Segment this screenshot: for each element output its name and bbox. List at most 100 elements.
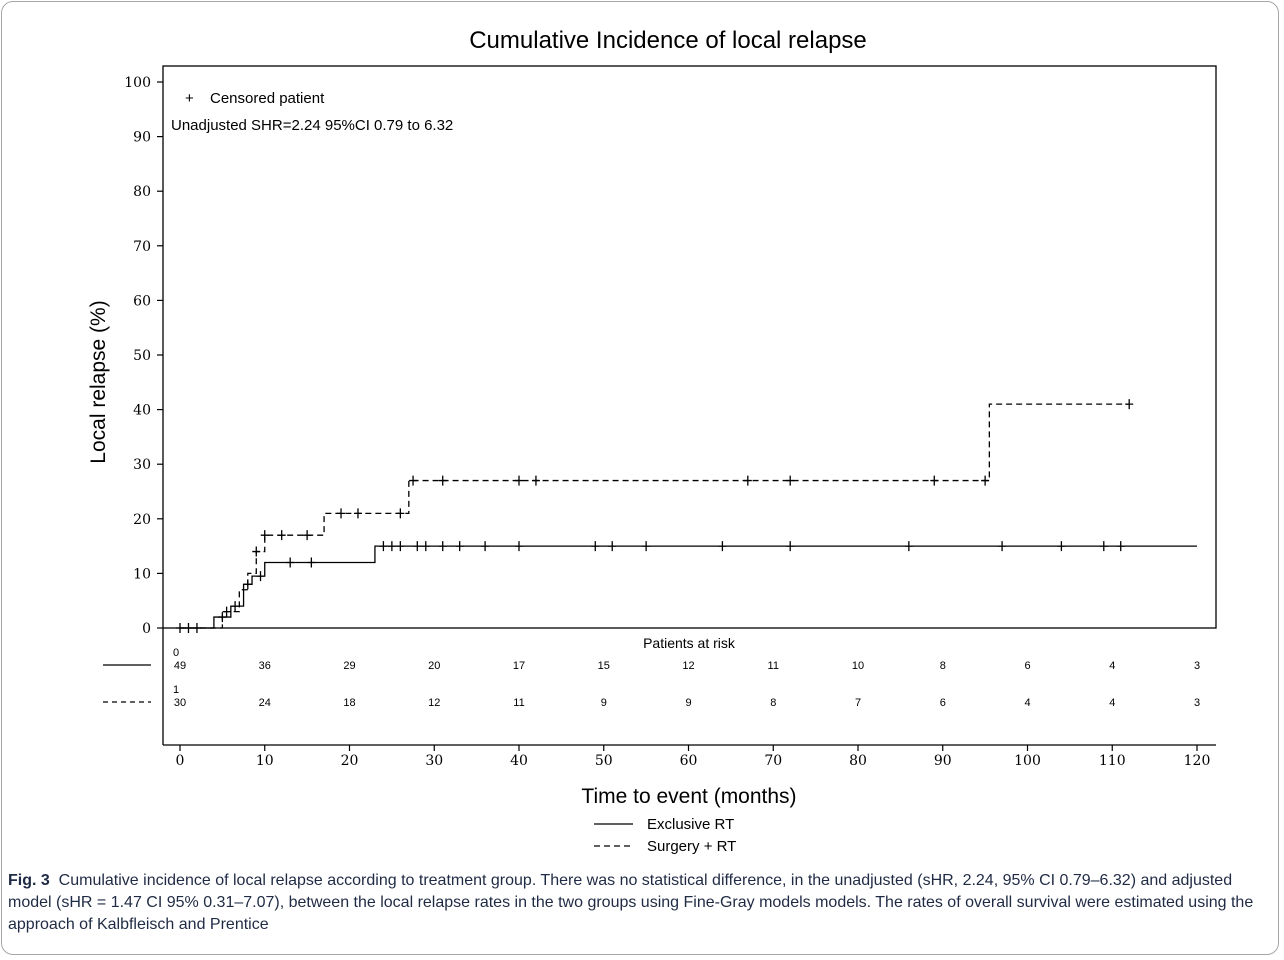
y-tick-label: 100 (124, 75, 151, 91)
y-axis-label: Local relapse (%) (87, 300, 110, 463)
x-tick-label: 40 (510, 753, 528, 769)
risk-group-code: 0 (173, 647, 179, 659)
censor-mark (481, 541, 490, 552)
censor-mark (930, 475, 939, 486)
censor-mark (438, 541, 447, 552)
risk-count: 7 (855, 697, 861, 709)
x-tick-label: 30 (425, 753, 443, 769)
x-axis-label: Time to event (months) (581, 785, 796, 808)
caption-text: Cumulative incidence of local relapse ac… (8, 872, 1254, 933)
chart-title: Cumulative Incidence of local relapse (469, 27, 867, 54)
risk-count: 12 (682, 660, 694, 672)
censor-mark (286, 557, 295, 568)
x-tick-label: 90 (934, 753, 952, 769)
censor-mark (608, 541, 617, 552)
censor-mark (1125, 399, 1134, 410)
series-line-2 (180, 403, 1130, 629)
series-layer (176, 399, 1197, 633)
y-tick-label: 80 (133, 184, 151, 200)
censor-mark (786, 541, 795, 552)
y-tick-label: 40 (133, 403, 151, 419)
risk-table-header: Patients at risk (643, 635, 736, 651)
risk-count: 9 (601, 697, 607, 709)
x-tick-label: 80 (849, 753, 867, 769)
risk-count: 3 (1194, 660, 1200, 672)
censor-legend-label: Censored patient (210, 90, 325, 107)
risk-count: 11 (768, 660, 779, 672)
censor-mark (413, 541, 422, 552)
x-axis: 0 10 20 30 40 50 60 70 80 90 100 110 120 (176, 745, 1211, 769)
x-tick-label: 20 (341, 753, 359, 769)
series-legend: Exclusive RT Surgery + RT (594, 816, 736, 855)
risk-count: 8 (940, 660, 946, 672)
censor-mark (277, 530, 286, 541)
censor-mark (1116, 541, 1125, 552)
x-tick-label: 70 (764, 753, 782, 769)
x-tick-label: 100 (1014, 753, 1041, 769)
censor-mark (786, 475, 795, 486)
x-tick-label: 0 (176, 753, 185, 769)
risk-count: 20 (428, 660, 440, 672)
risk-count: 24 (259, 697, 271, 709)
risk-count: 11 (513, 697, 524, 709)
censor-mark (981, 475, 990, 486)
y-tick-label: 30 (133, 457, 151, 473)
censor-legend: + Censored patient (185, 90, 325, 107)
x-tick-label: 10 (256, 753, 274, 769)
figure-caption: Fig. 3 Cumulative incidence of local rel… (8, 870, 1272, 936)
risk-count: 6 (940, 697, 946, 709)
censor-mark (421, 541, 430, 552)
censor-mark (998, 541, 1007, 552)
censor-mark (515, 541, 523, 552)
censor-mark (353, 508, 362, 519)
shr-annotation: Unadjusted SHR=2.24 95%CI 0.79 to 6.32 (171, 117, 453, 134)
risk-count: 29 (343, 660, 355, 672)
y-tick-label: 10 (133, 566, 151, 582)
risk-count: 49 (174, 660, 186, 672)
x-tick-label: 60 (680, 753, 698, 769)
risk-count: 3 (1194, 697, 1200, 709)
risk-table: Patients at risk 049 36 29 20 17 15 12 11 10 8 6 4 3… (103, 635, 1200, 709)
censor-mark (379, 541, 388, 552)
censor-mark (307, 557, 316, 568)
censor-mark (231, 601, 240, 612)
legend-label: Exclusive RT (647, 816, 734, 833)
legend-label: Surgery + RT (647, 838, 736, 855)
risk-group-code: 1 (173, 684, 179, 696)
censor-mark (438, 475, 447, 486)
censor-mark (222, 606, 231, 617)
risk-count: 15 (598, 660, 610, 672)
censor-mark (396, 541, 405, 552)
y-tick-label: 20 (133, 512, 151, 528)
risk-count: 6 (1024, 660, 1030, 672)
risk-count: 12 (428, 697, 440, 709)
censor-mark (387, 541, 396, 552)
censor-mark (1057, 541, 1066, 552)
censor-mark (743, 475, 752, 486)
censor-mark (409, 475, 418, 486)
censor-mark (642, 541, 651, 552)
censor-mark (303, 530, 312, 541)
censor-mark (396, 508, 405, 519)
plot-area-frame (162, 65, 1217, 629)
y-tick-label: 60 (133, 293, 151, 309)
censor-mark (904, 541, 913, 552)
cumulative-incidence-chart: Cumulative Incidence of local relapse 0 1… (87, 27, 1217, 855)
x-tick-label: 120 (1184, 753, 1211, 769)
censor-mark (591, 541, 600, 552)
censor-mark (455, 541, 464, 552)
risk-count: 8 (770, 697, 776, 709)
risk-count: 4 (1024, 697, 1030, 709)
y-tick-label: 50 (133, 348, 151, 364)
risk-count: 4 (1109, 697, 1115, 709)
censor-mark (252, 546, 261, 557)
censor-mark-symbol: + (185, 90, 194, 107)
series-line-1 (180, 545, 1197, 629)
risk-count: 10 (852, 660, 864, 672)
censor-mark (531, 475, 540, 486)
y-axis: 0 10 20 30 40 50 60 70 80 90 100 (124, 75, 163, 637)
x-tick-label: 50 (595, 753, 613, 769)
y-tick-label: 90 (133, 130, 151, 146)
risk-count: 17 (513, 660, 525, 672)
